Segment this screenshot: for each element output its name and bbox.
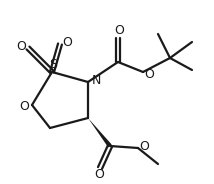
Text: O: O (144, 68, 154, 81)
Text: O: O (139, 139, 149, 153)
Polygon shape (88, 118, 112, 147)
Text: O: O (114, 24, 124, 38)
Text: S: S (49, 59, 57, 72)
Text: O: O (94, 169, 104, 181)
Text: N: N (91, 73, 101, 86)
Text: O: O (19, 100, 29, 112)
Text: O: O (16, 40, 26, 54)
Text: O: O (62, 36, 72, 49)
